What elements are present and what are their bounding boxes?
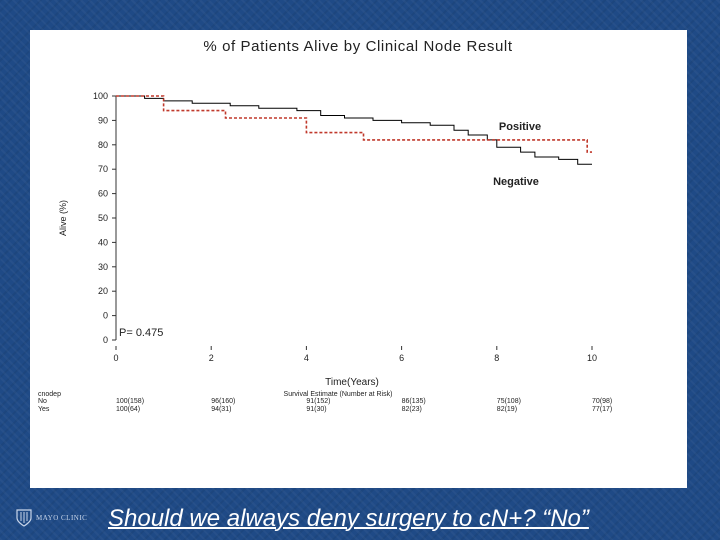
- y-tick-label: 100: [93, 91, 108, 101]
- x-axis: 0 2 4 6 8 10: [113, 346, 597, 363]
- y-axis-label: Alive (%): [58, 200, 68, 236]
- y-tick-label: 20: [98, 286, 108, 296]
- risk-cell: 77(17): [592, 406, 612, 413]
- risk-cell: 82(19): [497, 406, 517, 413]
- risk-cell: 86(135): [402, 398, 426, 405]
- y-tick-label: 60: [98, 189, 108, 199]
- x-tick-label: 6: [399, 353, 404, 363]
- y-tick-label: 0: [103, 311, 108, 321]
- x-axis-label: Time(Years): [325, 377, 379, 388]
- y-tick-label: 40: [98, 237, 108, 247]
- risk-cell: 96(160): [211, 398, 235, 405]
- series-line-positive: [116, 95, 592, 153]
- mayo-clinic-logo: MAYO CLINIC: [16, 508, 87, 528]
- x-tick-label: 0: [113, 353, 118, 363]
- risk-row-label: No: [38, 398, 47, 405]
- risk-cell: 100(158): [116, 398, 144, 405]
- risk-cell: 70(98): [592, 398, 612, 405]
- x-tick-label: 8: [494, 353, 499, 363]
- x-tick-label: 4: [304, 353, 309, 363]
- y-tick-label: 80: [98, 140, 108, 150]
- logo-text: MAYO CLINIC: [36, 514, 88, 522]
- x-tick-label: 2: [209, 353, 214, 363]
- y-tick-label: 90: [98, 115, 108, 125]
- legend-label-negative: Negative: [493, 176, 539, 188]
- mayo-shield-icon: [16, 509, 32, 527]
- survival-curves: [116, 95, 592, 165]
- risk-row-label: Yes: [38, 406, 50, 413]
- y-axis: 0 0 20 30 40 50 60 70 80 90 100: [93, 91, 117, 345]
- slide-caption: Should we always deny surgery to cN+? “N…: [108, 505, 589, 532]
- y-tick-label: 30: [98, 262, 108, 272]
- risk-cell: 91(30): [306, 406, 326, 413]
- risk-cell: 94(31): [211, 406, 231, 413]
- risk-cell: 75(108): [497, 398, 521, 405]
- y-tick-label: 50: [98, 213, 108, 223]
- p-value-annotation: P= 0.475: [119, 327, 163, 339]
- survival-chart: % of Patients Alive by Clinical Node Res…: [38, 38, 612, 413]
- chart-title: % of Patients Alive by Clinical Node Res…: [203, 38, 513, 55]
- risk-table: No 100(158) 96(160) 91(152) 86(135) 75(108) 70…: [38, 398, 612, 413]
- risk-table-title: Survival Estimate (Number at Risk): [284, 391, 393, 398]
- series-line-negative: [116, 95, 592, 165]
- risk-cell: 82(23): [402, 406, 422, 413]
- slide-panel: % of Patients Alive by Clinical Node Res…: [30, 30, 687, 488]
- risk-cell: 100(64): [116, 406, 140, 413]
- risk-table-column-header: cnodep: [38, 391, 61, 398]
- legend-label-positive: Positive: [499, 121, 541, 133]
- y-tick-label: 70: [98, 164, 108, 174]
- x-tick-label: 10: [587, 353, 597, 363]
- risk-cell: 91(152): [306, 398, 330, 405]
- y-tick-label: 0: [103, 335, 108, 345]
